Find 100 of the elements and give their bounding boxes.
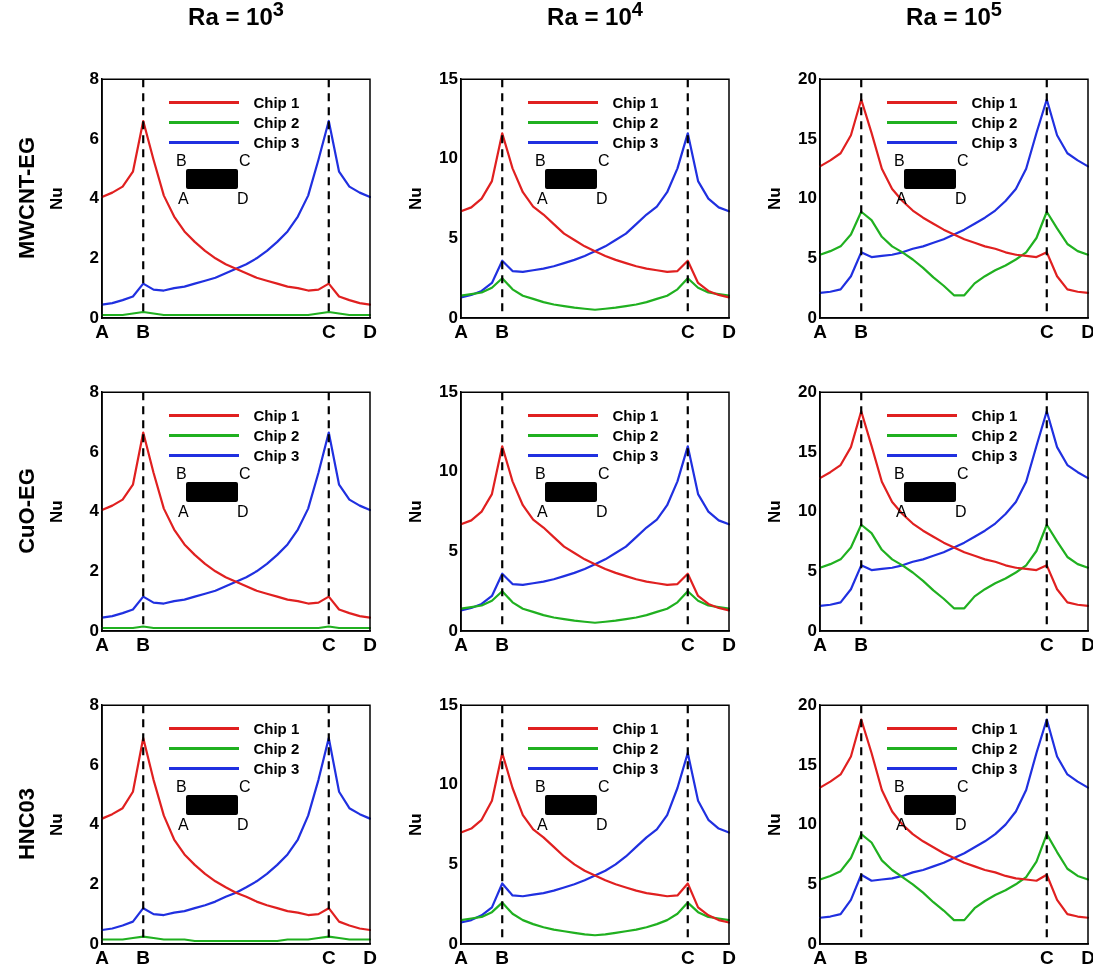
- legend-label: Chip 2: [253, 113, 300, 131]
- annotation: D: [236, 502, 249, 520]
- y-axis-title: Nu: [405, 500, 425, 523]
- annotation: B: [175, 151, 187, 169]
- y-tick-label: 15: [798, 441, 817, 461]
- x-tick-label: B: [495, 946, 510, 968]
- legend-label: Chip 1: [253, 719, 300, 737]
- legend-label: Chip 1: [971, 93, 1018, 111]
- legend-label: Chip 3: [612, 133, 659, 151]
- legend-label: Chip 3: [612, 446, 659, 464]
- annotation: D: [595, 189, 608, 207]
- y-tick-label: 5: [807, 247, 817, 267]
- y-tick-label: 15: [439, 694, 458, 714]
- chart-title: Ra = 10$^{5}$: [906, 0, 1002, 31]
- legend-label: Chip 2: [971, 739, 1018, 757]
- legend-label: Chip 3: [612, 759, 659, 777]
- y-tick-label: 10: [439, 148, 458, 168]
- y-axis-title: Nu: [46, 500, 66, 523]
- y-tick-label: 5: [448, 541, 458, 561]
- annotation: D: [236, 815, 249, 833]
- text: MWCNT-EG: [14, 136, 40, 260]
- y-tick-label: 10: [439, 461, 458, 481]
- legend-label: Chip 2: [612, 113, 659, 131]
- y-tick-label: 10: [439, 774, 458, 794]
- legend-label: Chip 3: [253, 133, 300, 151]
- y-tick-label: 6: [89, 128, 99, 148]
- legend-label: Chip 1: [612, 719, 659, 737]
- y-tick-label: 0: [807, 620, 817, 640]
- legend-label: Chip 1: [612, 406, 659, 424]
- legend-label: Chip 2: [971, 426, 1018, 444]
- y-axis-title: Nu: [764, 813, 784, 836]
- y-axis-title: Nu: [46, 813, 66, 836]
- y-tick-label: 5: [448, 854, 458, 874]
- y-tick-label: 10: [798, 188, 817, 208]
- legend-label: Chip 3: [971, 759, 1018, 777]
- annotation: D: [236, 189, 249, 207]
- x-tick-label: B: [854, 946, 869, 968]
- legend-label: Chip 2: [253, 739, 300, 757]
- y-tick-label: 0: [89, 933, 99, 953]
- annotation: A: [177, 189, 189, 207]
- legend-label: Chip 3: [253, 759, 300, 777]
- annotation: C: [597, 464, 610, 482]
- x-tick-label: D: [722, 633, 736, 655]
- legend-label: Chip 2: [971, 113, 1018, 131]
- y-tick-label: 8: [89, 381, 99, 401]
- y-tick-label: 2: [89, 247, 99, 267]
- x-tick-label: D: [363, 946, 377, 968]
- x-tick-label: B: [136, 633, 151, 655]
- x-tick-label: C: [321, 633, 336, 655]
- y-tick-label: 10: [798, 501, 817, 521]
- y-tick-label: 5: [448, 228, 458, 248]
- x-tick-label: C: [680, 320, 695, 342]
- y-tick-label: 15: [798, 128, 817, 148]
- annotation: B: [175, 777, 187, 795]
- y-tick-label: 15: [439, 68, 458, 88]
- annotation: A: [536, 815, 548, 833]
- annotation: C: [238, 777, 251, 795]
- y-tick-label: 0: [448, 307, 458, 327]
- y-axis-title: Nu: [764, 500, 784, 523]
- annotation: B: [893, 777, 905, 795]
- annotation: D: [595, 502, 608, 520]
- legend-label: Chip 2: [612, 739, 659, 757]
- legend-label: Chip 1: [253, 406, 300, 424]
- x-tick-label: C: [680, 633, 695, 655]
- x-tick-label: B: [136, 946, 151, 968]
- text: HNC03: [14, 787, 40, 861]
- y-tick-label: 2: [89, 560, 99, 580]
- x-tick-label: C: [1039, 946, 1054, 968]
- x-tick-label: C: [1039, 633, 1054, 655]
- x-tick-label: D: [363, 633, 377, 655]
- x-tick-label: D: [363, 320, 377, 342]
- y-axis-title: Nu: [764, 187, 784, 210]
- x-tick-label: C: [321, 320, 336, 342]
- y-tick-label: 0: [448, 933, 458, 953]
- x-tick-label: C: [321, 946, 336, 968]
- annotation: A: [177, 815, 189, 833]
- annotation: B: [534, 777, 546, 795]
- y-tick-label: 20: [798, 381, 817, 401]
- legend-label: Chip 3: [971, 446, 1018, 464]
- annotation: A: [177, 502, 189, 520]
- y-tick-label: 6: [89, 441, 99, 461]
- y-tick-label: 6: [89, 754, 99, 774]
- y-tick-label: 0: [448, 620, 458, 640]
- annotation: B: [893, 464, 905, 482]
- chart-title: Ra = 10$^{4}$: [547, 0, 643, 31]
- y-tick-label: 20: [798, 68, 817, 88]
- y-tick-label: 4: [89, 814, 100, 834]
- annotation: D: [954, 502, 967, 520]
- legend-label: Chip 2: [253, 426, 300, 444]
- chart-title: Ra = 10$^{3}$: [188, 0, 284, 31]
- x-tick-label: B: [854, 320, 869, 342]
- x-tick-label: B: [495, 633, 510, 655]
- y-tick-label: 0: [89, 620, 99, 640]
- annotation: B: [534, 151, 546, 169]
- legend-label: Chip 2: [612, 426, 659, 444]
- legend-label: Chip 1: [612, 93, 659, 111]
- legend-label: Chip 1: [971, 406, 1018, 424]
- x-tick-label: B: [854, 633, 869, 655]
- y-tick-label: 15: [798, 754, 817, 774]
- y-tick-label: 5: [807, 873, 817, 893]
